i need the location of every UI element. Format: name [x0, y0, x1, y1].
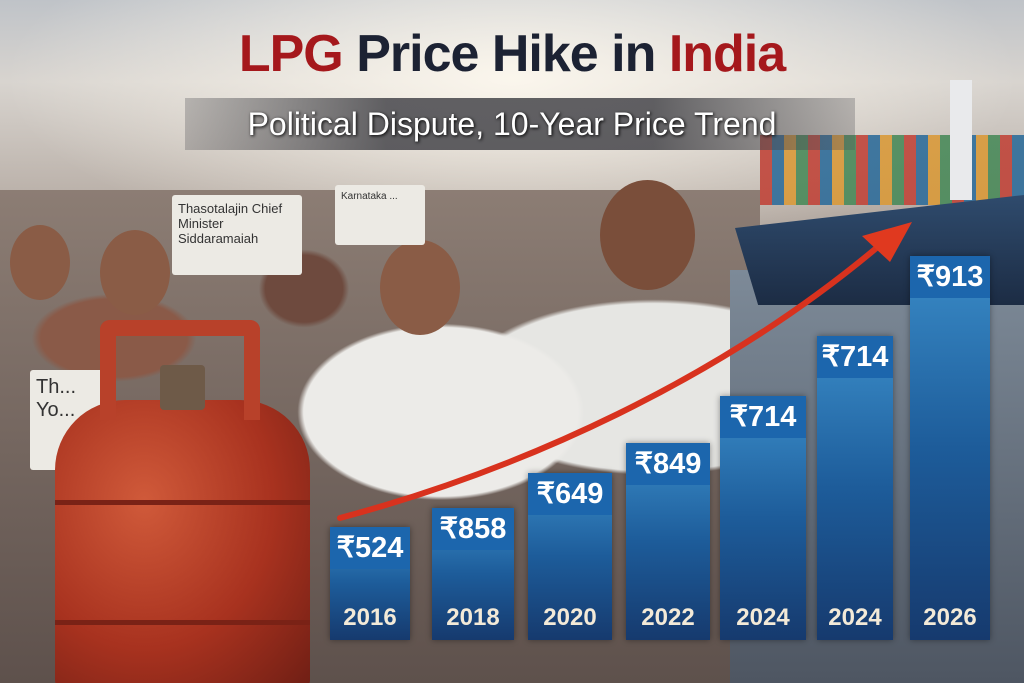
protest-sign: Karnataka ... [335, 185, 425, 245]
bar-value-label: ₹714 [720, 396, 806, 438]
page-title: LPG Price Hike in India [0, 24, 1024, 84]
woman-leader-face [380, 240, 460, 335]
bar-2022: ₹849 2022 [626, 443, 710, 640]
bar-2018: ₹858 2018 [432, 508, 514, 640]
bar-value-label: ₹649 [528, 473, 612, 515]
trend-arrow-line [337, 242, 883, 521]
protester-face [10, 225, 70, 300]
bar-2024: ₹714 2024 [720, 396, 806, 640]
title-lpg: LPG [238, 25, 344, 83]
bar-value-label: ₹913 [910, 256, 990, 298]
ship-tower [950, 80, 972, 200]
bar-value-label: ₹849 [626, 443, 710, 485]
lpg-cylinder-image [55, 320, 310, 683]
bar-year-label: 2018 [446, 604, 500, 631]
bar-2016: ₹524 2016 [330, 527, 410, 640]
bar-year-label: 2022 [641, 604, 695, 631]
bar-value-label: ₹524 [330, 527, 410, 569]
bar-year-label: 2026 [923, 604, 977, 631]
bar-value-label: ₹714 [817, 336, 893, 378]
protester-face [100, 230, 170, 315]
trend-arrow-head [862, 222, 912, 262]
bar-2026: ₹913 2026 [910, 256, 990, 640]
bar-year-label: 2020 [543, 604, 597, 631]
subtitle: Political Dispute, 10-Year Price Trend [247, 106, 777, 142]
protest-sign: Thasotalajin Chief Minister Siddaramaiah [172, 195, 302, 275]
bar-year-label: 2024 [828, 604, 882, 631]
bar-year-label: 2016 [343, 604, 397, 631]
bar-year-label: 2024 [736, 604, 790, 631]
bar-value-label: ₹858 [432, 508, 514, 550]
man-leader-face [600, 180, 695, 290]
bar-2024: ₹714 2024 [817, 336, 893, 640]
title-india: India [668, 25, 786, 83]
subtitle-banner [185, 98, 855, 150]
bar-2020: ₹649 2020 [528, 473, 612, 640]
title-middle: Price Hike in [356, 25, 656, 83]
